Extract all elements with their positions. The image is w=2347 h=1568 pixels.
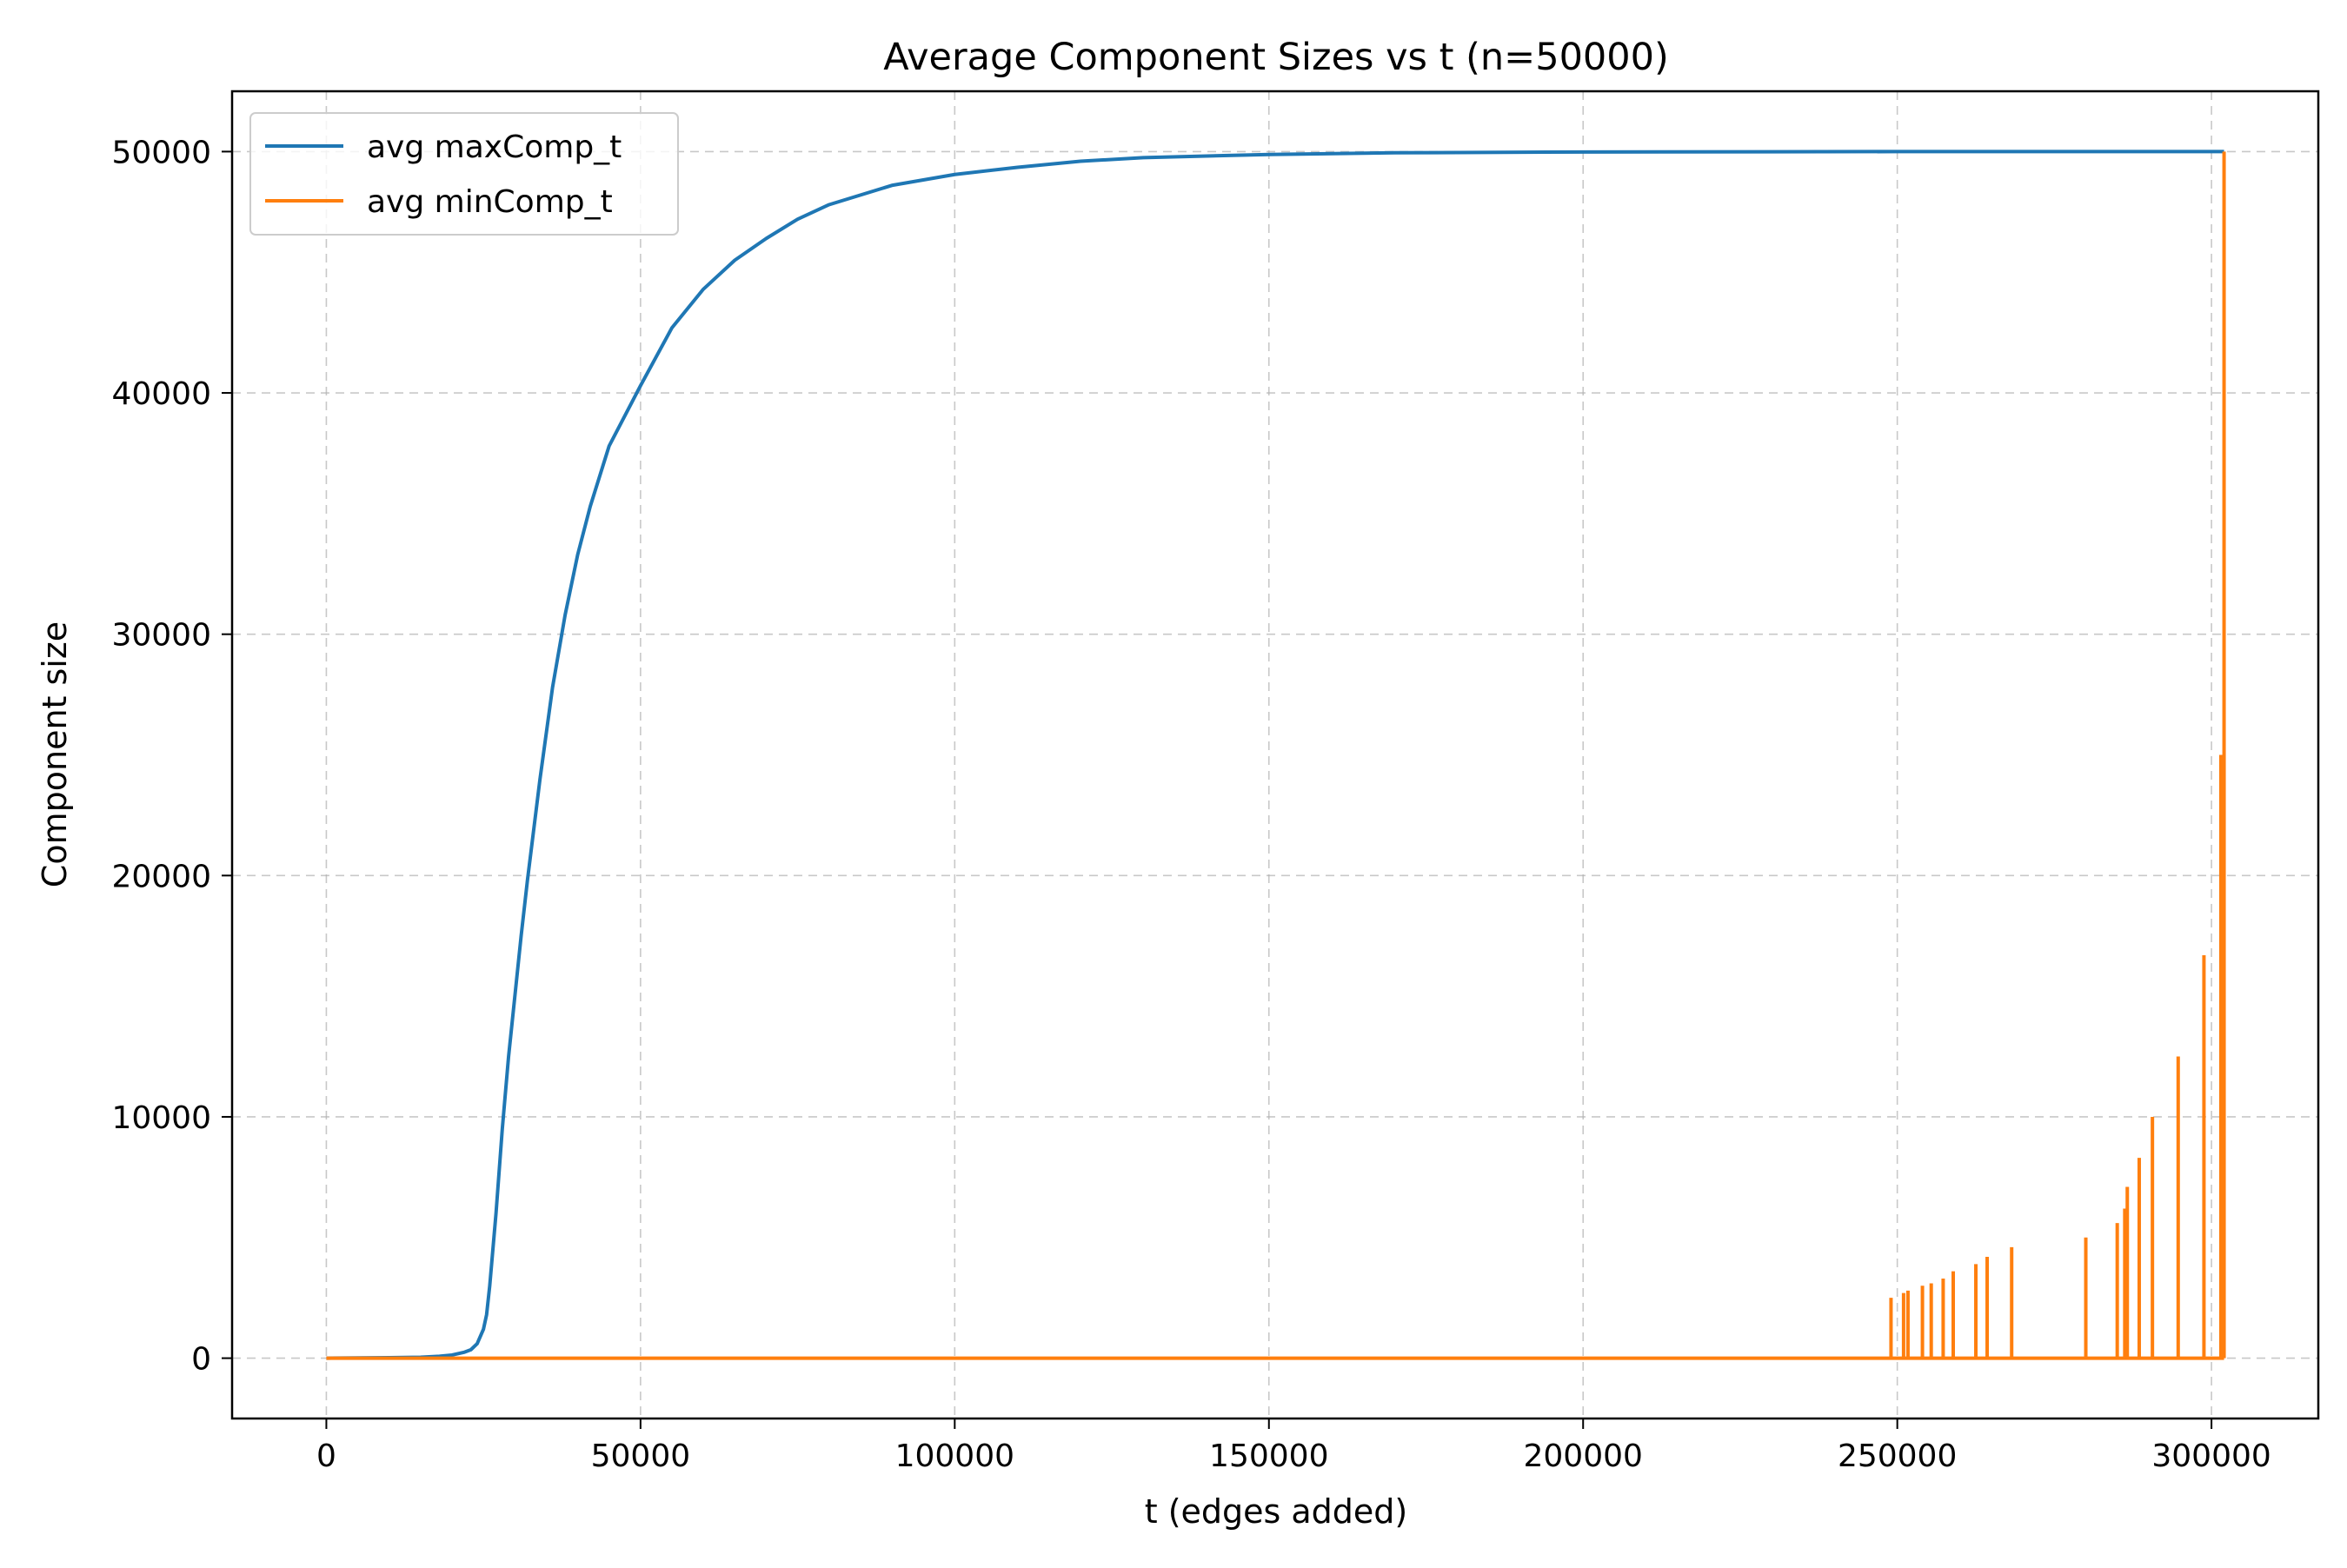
plot-area-frame (230, 90, 2320, 1420)
x-axis-ticks: 0 50000 100000 150000 200000 250000 300000 (316, 1419, 2271, 1474)
x-tick-label: 250000 (1838, 1438, 1957, 1474)
x-tick-label: 0 (316, 1438, 336, 1474)
x-tick-label: 300000 (2151, 1438, 2271, 1474)
legend-box (249, 112, 679, 236)
y-tick-label: 40000 (111, 376, 211, 412)
x-tick-label: 50000 (591, 1438, 691, 1474)
y-axis-ticks: 0 10000 20000 30000 40000 50000 (111, 135, 232, 1378)
series-layer (326, 149, 2226, 1360)
legend-label-maxcomp: avg maxComp_t (367, 130, 622, 165)
x-tick-label: 200000 (1523, 1438, 1642, 1474)
y-tick-label: 50000 (111, 135, 211, 170)
y-tick-label: 20000 (111, 859, 211, 894)
y-tick-label: 30000 (111, 618, 211, 654)
x-tick-label: 100000 (895, 1438, 1014, 1474)
y-tick-label: 10000 (111, 1100, 211, 1136)
x-tick-label: 150000 (1209, 1438, 1328, 1474)
legend: avg maxComp_t avg minComp_t (249, 112, 679, 236)
y-tick-label: 0 (191, 1342, 211, 1378)
chart-title: Average Component Sizes vs t (n=50000) (883, 36, 1669, 79)
y-axis-label: Component size (36, 621, 74, 887)
legend-label-mincomp: avg minComp_t (367, 184, 613, 220)
x-axis-label: t (edges added) (1145, 1492, 1408, 1531)
series-line-maxcomp (326, 149, 2224, 1360)
